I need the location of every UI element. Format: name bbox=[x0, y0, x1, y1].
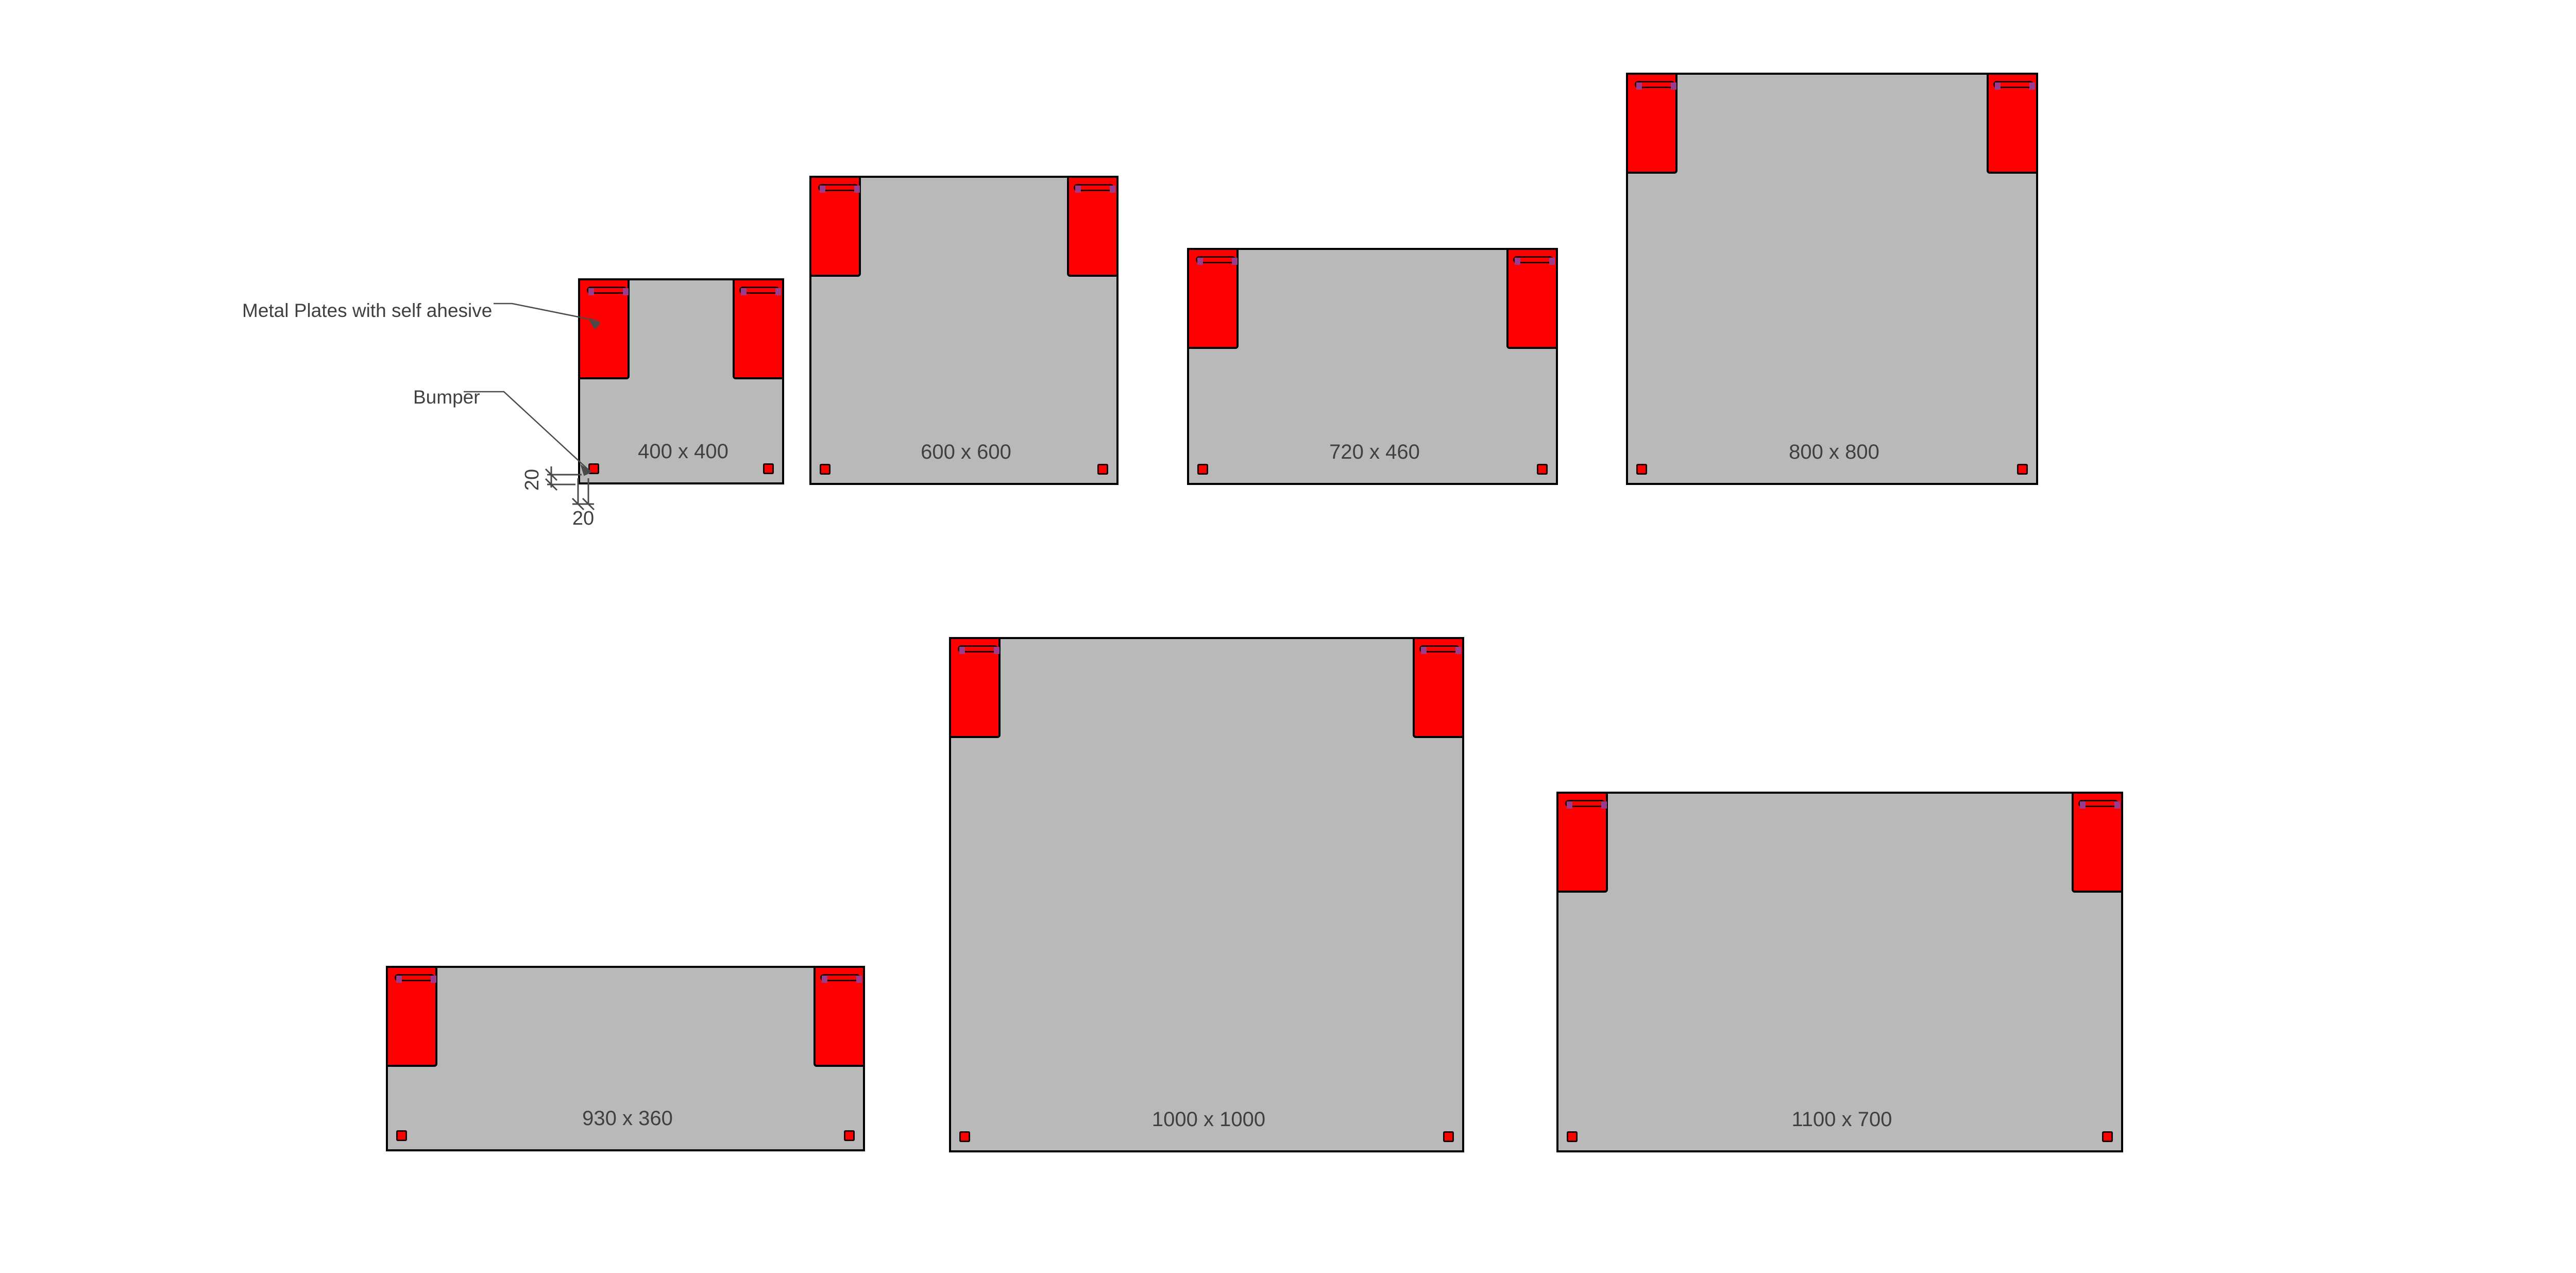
svg-text:20: 20 bbox=[572, 508, 594, 529]
svg-text:20: 20 bbox=[521, 469, 543, 491]
